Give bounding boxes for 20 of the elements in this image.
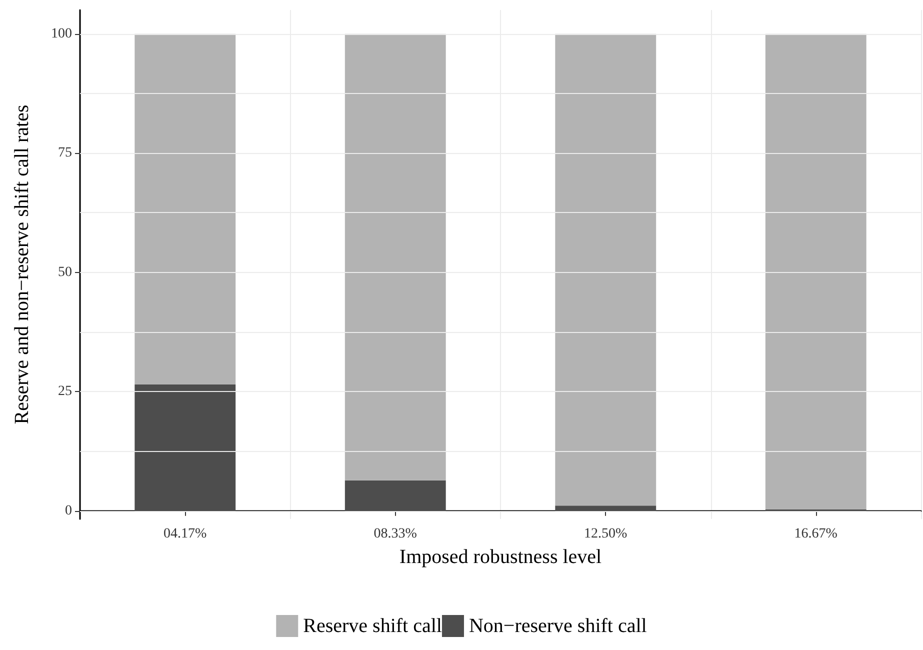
bar [765, 34, 866, 510]
bar [134, 34, 236, 384]
y-tick-label: 100 [51, 26, 72, 42]
bar [344, 34, 446, 480]
x-tick-label: 16.67% [794, 526, 838, 542]
bar [134, 384, 236, 511]
y-tick-label: 75 [58, 146, 72, 161]
y-tick-label: 25 [58, 384, 72, 400]
y-axis-title: Reserve and non−reserve shift call rates [11, 104, 33, 424]
x-tick-label: 12.50% [584, 526, 628, 542]
legend-label: Reserve shift call [303, 615, 442, 637]
y-tick-label: 0 [65, 503, 72, 518]
bar [555, 34, 656, 506]
y-tick-label: 50 [58, 264, 72, 280]
x-axis-title: Imposed robustness level [399, 546, 602, 568]
x-tick-label: 04.17% [164, 526, 208, 542]
bar [344, 480, 446, 511]
bar [555, 506, 656, 511]
x-tick-label: 08.33% [374, 526, 418, 542]
legend-label: Non−reserve shift call [468, 615, 648, 637]
